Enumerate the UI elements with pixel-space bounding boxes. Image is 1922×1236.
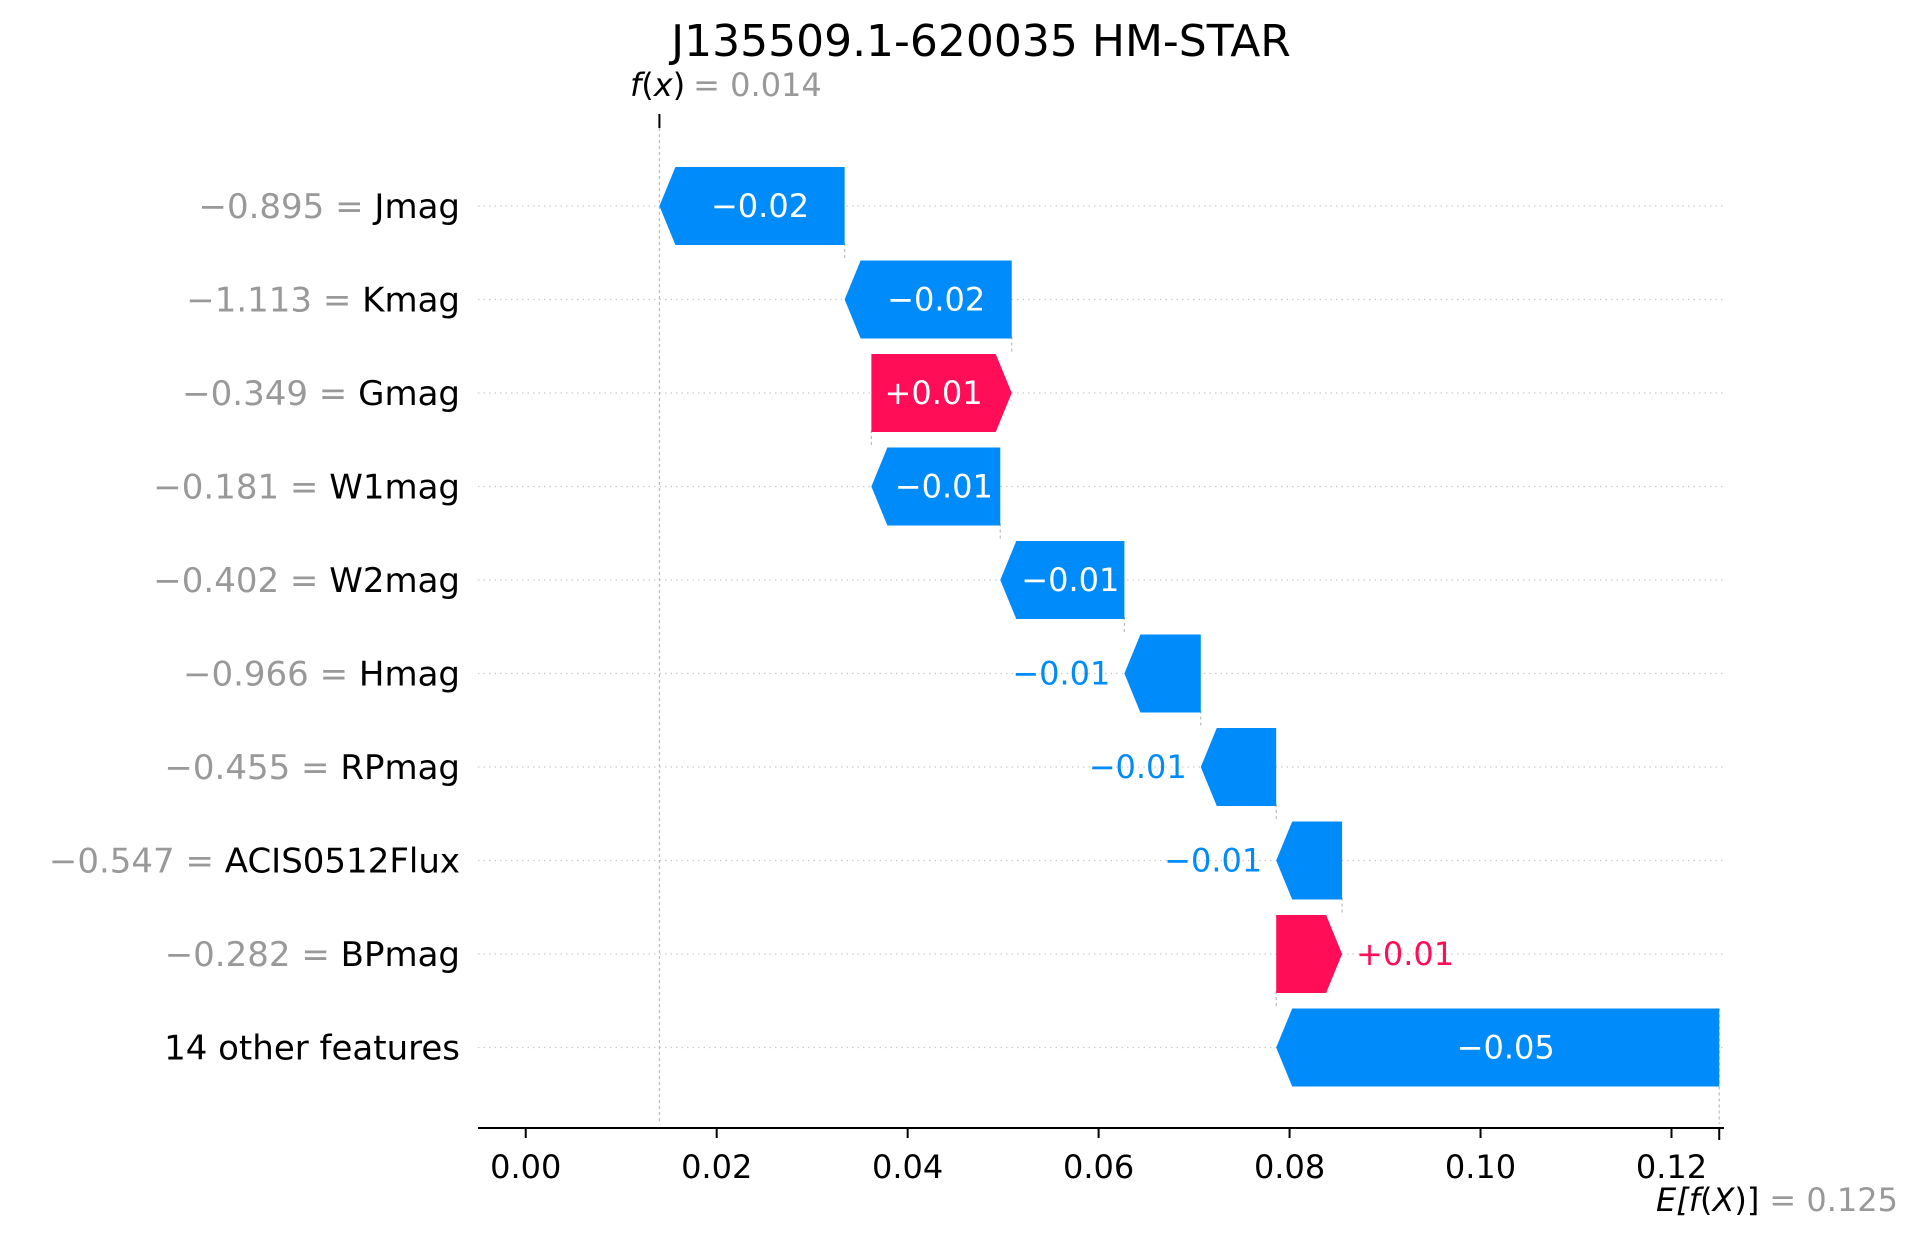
efx-value: = 0.125: [1769, 1181, 1898, 1219]
feature-name: RPmag: [340, 748, 460, 788]
bar-hmag: [1124, 634, 1201, 713]
x-tick-label: 0.02: [681, 1148, 752, 1186]
feature-name: Hmag: [359, 655, 460, 695]
feature-value: −0.181 =: [153, 468, 329, 508]
feature-value: −0.895 =: [198, 187, 374, 227]
x-tick-label: 0.10: [1445, 1148, 1516, 1186]
feature-label: −0.547 = ACIS0512Flux: [49, 842, 460, 882]
feature-value: −0.349 =: [182, 374, 358, 414]
bar-kmag: [844, 260, 1012, 339]
feature-value: −0.402 =: [153, 561, 329, 601]
feature-name: BPmag: [341, 935, 460, 975]
feature-labels: −0.895 = Jmag−1.113 = Kmag−0.349 = Gmag−…: [49, 187, 460, 1069]
x-tick-label: 0.12: [1636, 1148, 1707, 1186]
feature-label: −0.349 = Gmag: [182, 374, 460, 414]
bar-bpmag: [1276, 915, 1343, 993]
chart-title: J135509.1-620035 HM-STAR: [668, 16, 1291, 67]
fx-value: = 0.014: [693, 66, 822, 104]
feature-value: −0.966 =: [183, 655, 359, 695]
bar-jmag: [659, 167, 845, 245]
fx-var: x: [653, 66, 674, 104]
x-axis: 0.00 0.02 0.04 0.06 0.08 0.10 0.12: [478, 1127, 1724, 1186]
efx-var: X: [1710, 1181, 1735, 1219]
x-tick-label: 0.08: [1254, 1148, 1325, 1186]
bar-value-label: −0.01: [895, 468, 993, 506]
feature-value: −0.455 =: [164, 748, 340, 788]
feature-value: −1.113 =: [186, 281, 362, 321]
x-tick-label: 0.00: [490, 1148, 561, 1186]
feature-label: −0.966 = Hmag: [183, 655, 460, 695]
fx-label: f(x) = 0.014: [630, 66, 822, 104]
feature-name: Kmag: [362, 281, 460, 321]
bar-value-label: −0.01: [1012, 655, 1110, 693]
feature-value: −0.547 =: [49, 842, 225, 882]
bar-value-label: −0.05: [1457, 1029, 1555, 1067]
feature-label: −0.455 = RPmag: [164, 748, 460, 788]
x-tick-label: 0.04: [872, 1148, 943, 1186]
feature-name: Gmag: [358, 374, 460, 414]
x-tick-label: 0.06: [1063, 1148, 1134, 1186]
connector-layer: [658, 114, 1720, 1124]
grid-layer: [478, 205, 1724, 1049]
bar-value-label: −0.01: [1021, 561, 1119, 599]
bar-value-label: −0.01: [1089, 748, 1187, 786]
bar-value-label: −0.02: [887, 281, 985, 319]
feature-label: −1.113 = Kmag: [186, 281, 460, 321]
efx-post: )]: [1734, 1181, 1759, 1219]
expected-value-label: E[f(X)] = 0.125: [1656, 1181, 1898, 1219]
feature-label: −0.895 = Jmag: [198, 187, 460, 227]
bars-layer: −0.02 −0.02 +0.01 −0.01 −0.01 −0.01 −0.01 −0.01…: [659, 167, 1720, 1087]
bar-acis0512flux: [1276, 821, 1343, 900]
feature-label: 14 other features: [164, 1029, 460, 1069]
bar-value-label: +0.01: [1356, 935, 1454, 973]
feature-name: W2mag: [329, 561, 460, 601]
bar-value-label: +0.01: [885, 374, 983, 412]
bar-14-other-features: [1276, 1008, 1720, 1087]
bar-w2mag: [1000, 541, 1125, 619]
bar-w1mag: [871, 447, 1001, 526]
bar-value-label: −0.01: [1164, 842, 1262, 880]
feature-label: −0.181 = W1mag: [153, 468, 460, 508]
feature-name: Jmag: [372, 187, 460, 227]
feature-name: ACIS0512Flux: [225, 842, 460, 882]
efx-pre: E[: [1656, 1181, 1690, 1219]
feature-name: 14 other features: [164, 1029, 460, 1069]
feature-value: −0.282 =: [165, 935, 341, 975]
bar-value-label: −0.02: [711, 187, 809, 225]
feature-name: W1mag: [329, 468, 460, 508]
feature-label: −0.402 = W2mag: [153, 561, 460, 601]
bar-gmag: [871, 354, 1012, 432]
feature-label: −0.282 = BPmag: [165, 935, 460, 975]
bar-rpmag: [1200, 728, 1277, 806]
